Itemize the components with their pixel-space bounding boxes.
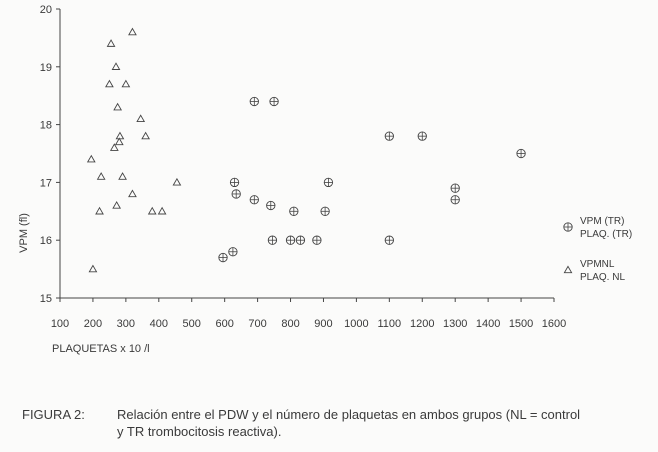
x-tick-label: 1400 (476, 318, 500, 330)
tr-data-point (312, 235, 322, 245)
legend-label: VPM (TR) (580, 216, 624, 227)
nl-data-point (113, 102, 123, 111)
nl-data-point (86, 154, 96, 163)
x-tick-label: 300 (117, 318, 135, 330)
tr-data-point (218, 252, 228, 263)
tr-data-point (516, 148, 526, 159)
axes (59, 9, 554, 299)
legend-label: PLAQ. NL (580, 272, 625, 283)
nl-data-point (105, 79, 114, 88)
x-tick-label: 900 (314, 318, 332, 330)
tr-data-point (384, 131, 394, 141)
x-tick-label: 1200 (410, 318, 434, 330)
tr-data-point (231, 189, 241, 199)
x-tick-label: 100 (51, 318, 69, 330)
y-tick-label: 20 (40, 4, 52, 16)
y-axis-ticks: 15 16 17 18 19 20 (40, 4, 60, 305)
tr-data-point (266, 200, 276, 211)
caption-line-1: Relación entre el PDW y el número de pla… (117, 407, 581, 422)
y-tick-label: 15 (40, 293, 52, 305)
legend-label: VPMNL (580, 259, 615, 270)
x-tick-label: 1300 (443, 318, 467, 330)
nl-data-point (121, 79, 131, 88)
x-tick-label: 1500 (509, 318, 533, 330)
x-tick-label: 1000 (344, 318, 368, 330)
tr-data-point (450, 195, 460, 205)
nl-data-point (88, 264, 98, 273)
nl-data-point (115, 131, 125, 140)
tr-data-point (229, 177, 240, 188)
data-points (86, 27, 526, 273)
nl-data-point (106, 39, 116, 47)
y-tick-label: 19 (40, 62, 52, 74)
tr-data-point (285, 235, 296, 245)
caption-line-2: y TR trombocitosis reactiva). (117, 424, 282, 439)
y-tick-label: 17 (40, 177, 52, 189)
tr-data-point (249, 96, 259, 107)
nl-data-point (109, 143, 119, 151)
y-tick-label: 18 (40, 120, 52, 132)
nl-data-point (172, 177, 182, 186)
tr-data-point (249, 195, 259, 205)
y-axis-label: VPM (fl) (18, 213, 30, 253)
legend: VPM (TR) PLAQ. (TR) VPMNL PLAQ. NL (563, 216, 632, 283)
tr-data-point (320, 206, 330, 216)
x-tick-label: 700 (248, 318, 266, 330)
tr-data-point (267, 235, 278, 245)
nl-data-point (114, 137, 124, 146)
x-tick-label: 200 (84, 318, 102, 330)
x-tick-label: 400 (150, 318, 168, 330)
tr-data-point (295, 235, 306, 245)
nl-data-point (136, 114, 146, 122)
nl-data-point (96, 172, 106, 180)
tr-data-point (417, 131, 427, 141)
nl-data-point (128, 189, 137, 198)
legend-marker-nl (563, 265, 573, 274)
nl-data-point (112, 201, 122, 209)
tr-data-point (269, 96, 279, 107)
nl-data-point (95, 206, 104, 215)
nl-data-point (147, 206, 157, 215)
y-tick-label: 16 (40, 235, 52, 247)
x-tick-label: 500 (183, 318, 201, 330)
x-axis-label: PLAQUETAS x 10 /l (52, 343, 150, 355)
x-tick-label: 1100 (378, 318, 402, 330)
tr-data-point (450, 183, 460, 193)
x-tick-label: 600 (215, 318, 233, 330)
nl-data-point (157, 206, 167, 215)
legend-marker-tr (563, 222, 573, 232)
nl-data-point (128, 27, 137, 36)
tr-data-point (323, 177, 334, 188)
figure-caption: FIGURA 2: Relación entre el PDW y el núme… (22, 406, 652, 440)
x-axis-ticks: 100 200 300 400 500 600 700 800 900 1000 1100 1200 1… (51, 298, 566, 330)
x-tick-label: 1600 (542, 318, 566, 330)
legend-label: PLAQ. (TR) (580, 229, 632, 240)
figure-label: FIGURA 2: (22, 407, 85, 422)
nl-data-point (111, 62, 121, 70)
nl-data-point (141, 131, 151, 140)
tr-data-point (384, 235, 394, 245)
tr-data-point (228, 247, 238, 257)
tr-data-point (289, 206, 299, 216)
x-tick-label: 800 (281, 318, 299, 330)
nl-data-point (118, 172, 127, 180)
